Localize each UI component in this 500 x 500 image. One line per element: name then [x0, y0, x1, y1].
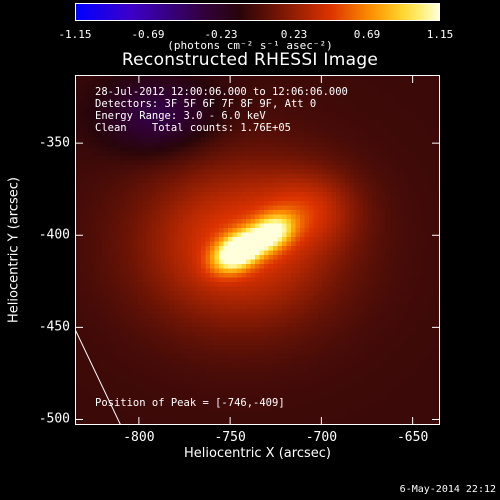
peak-position-label: Position of Peak = [-746,-409]	[95, 397, 285, 409]
solar-limb-line	[75, 328, 122, 425]
colorbar-units: (photons cm⁻² s⁻¹ asec⁻²)	[167, 39, 333, 52]
y-axis-label-text: Heliocentric Y (arcsec)	[6, 177, 22, 323]
info-line: 28-Jul-2012 12:00:06.000 to 12:06:06.000	[95, 86, 348, 98]
image-plot-area	[75, 75, 440, 425]
colorbar-tick-label: -1.15	[58, 28, 92, 41]
colorbar	[75, 3, 440, 21]
info-line: Detectors: 3F 5F 6F 7F 8F 9F, Att 0	[95, 98, 317, 110]
y-tick-label: -400	[38, 227, 70, 243]
y-axis-label: Heliocentric Y (arcsec)	[7, 177, 22, 323]
x-tick-label: -800	[123, 430, 155, 445]
y-tick-label: -500	[38, 411, 70, 427]
y-tick-label: -450	[38, 319, 70, 335]
x-tick-label: -650	[396, 430, 429, 445]
x-tick-label: -700	[305, 430, 338, 445]
x-axis-label: Heliocentric X (arcsec)	[184, 446, 331, 461]
y-tick-label: -350	[38, 135, 70, 151]
colorbar-tick-label: -0.23	[204, 28, 238, 41]
colorbar-tick-label: -0.69	[131, 28, 165, 41]
colorbar-tick-label: 1.15	[426, 28, 454, 41]
colorbar-tick-label: 0.23	[280, 28, 308, 41]
timestamp: 6-May-2014 22:12	[399, 484, 496, 495]
x-tick-label: -750	[214, 430, 246, 445]
colorbar-tick-label: 0.69	[353, 28, 381, 41]
heatmap-svg	[75, 75, 440, 425]
plot-title: Reconstructed RHESSI Image	[121, 50, 379, 70]
info-line: Clean Total counts: 1.76E+05	[95, 122, 291, 134]
info-line: Energy Range: 3.0 - 6.0 keV	[95, 110, 266, 122]
heatmap-cells	[75, 75, 440, 425]
